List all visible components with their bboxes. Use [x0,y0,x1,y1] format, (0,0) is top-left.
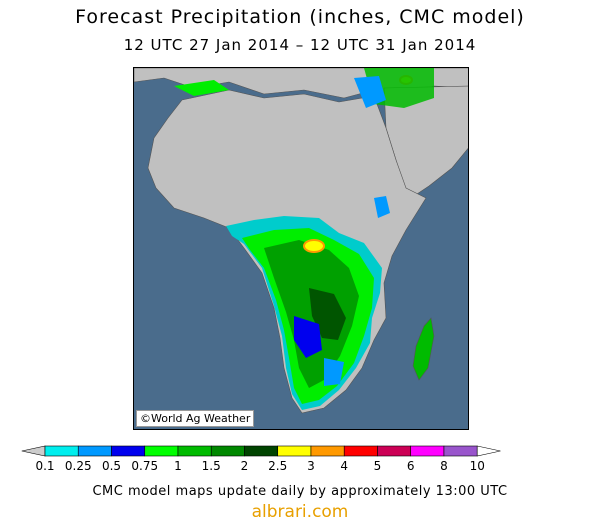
legend-swatch [210,445,245,457]
legend-swatch [244,445,279,457]
map-title: Forecast Precipitation (inches, CMC mode… [75,6,525,28]
legend-label: 2 [241,459,249,473]
legend-swatch [277,445,312,457]
precip-levant-blue [354,76,386,108]
legend-label: 3 [307,459,315,473]
precip-max-congo [303,239,325,253]
legend-label: 4 [340,459,348,473]
legend-swatch [77,445,112,457]
legend-label: 1.5 [202,459,221,473]
map-credit: ©World Ag Weather [136,410,255,427]
precip-blue-patch-2 [324,358,344,386]
precipitation-map: ©World Ag Weather [133,67,469,430]
legend-swatch [343,445,378,457]
legend-swatch [410,445,445,457]
update-footer: CMC model maps update daily by approxima… [92,484,508,499]
legend-label: 0.25 [65,459,92,473]
color-scale-legend: 0.1 0.25 0.5 0.75 1 1.5 2 2.5 3 4 5 6 8 10 [21,445,501,473]
precip-blue-patch [294,316,322,358]
legend-label: 0.1 [35,459,54,473]
legend-label: 10 [470,459,485,473]
legend-swatch [144,445,179,457]
legend-swatch-low [21,445,46,457]
legend-label: 2.5 [268,459,287,473]
legend-label: 8 [440,459,448,473]
map-subtitle: 12 UTC 27 Jan 2014 – 12 UTC 31 Jan 2014 [123,36,477,54]
legend-swatch [377,445,412,457]
legend-swatch [310,445,345,457]
madagascar-landmass [412,317,435,381]
precip-core [264,240,359,388]
legend-swatch-high [476,445,501,457]
legend-label: 5 [374,459,382,473]
legend-swatch [177,445,212,457]
precip-mediterranean [174,80,229,96]
legend-label: 0.5 [102,459,121,473]
precip-ethiopia [374,196,390,218]
legend-swatch [111,445,146,457]
legend-label: 0.75 [131,459,158,473]
legend-label: 6 [407,459,415,473]
legend-swatch [443,445,478,457]
legend-swatch [44,445,79,457]
site-watermark: albrari.com [251,502,349,522]
legend-label: 1 [174,459,182,473]
